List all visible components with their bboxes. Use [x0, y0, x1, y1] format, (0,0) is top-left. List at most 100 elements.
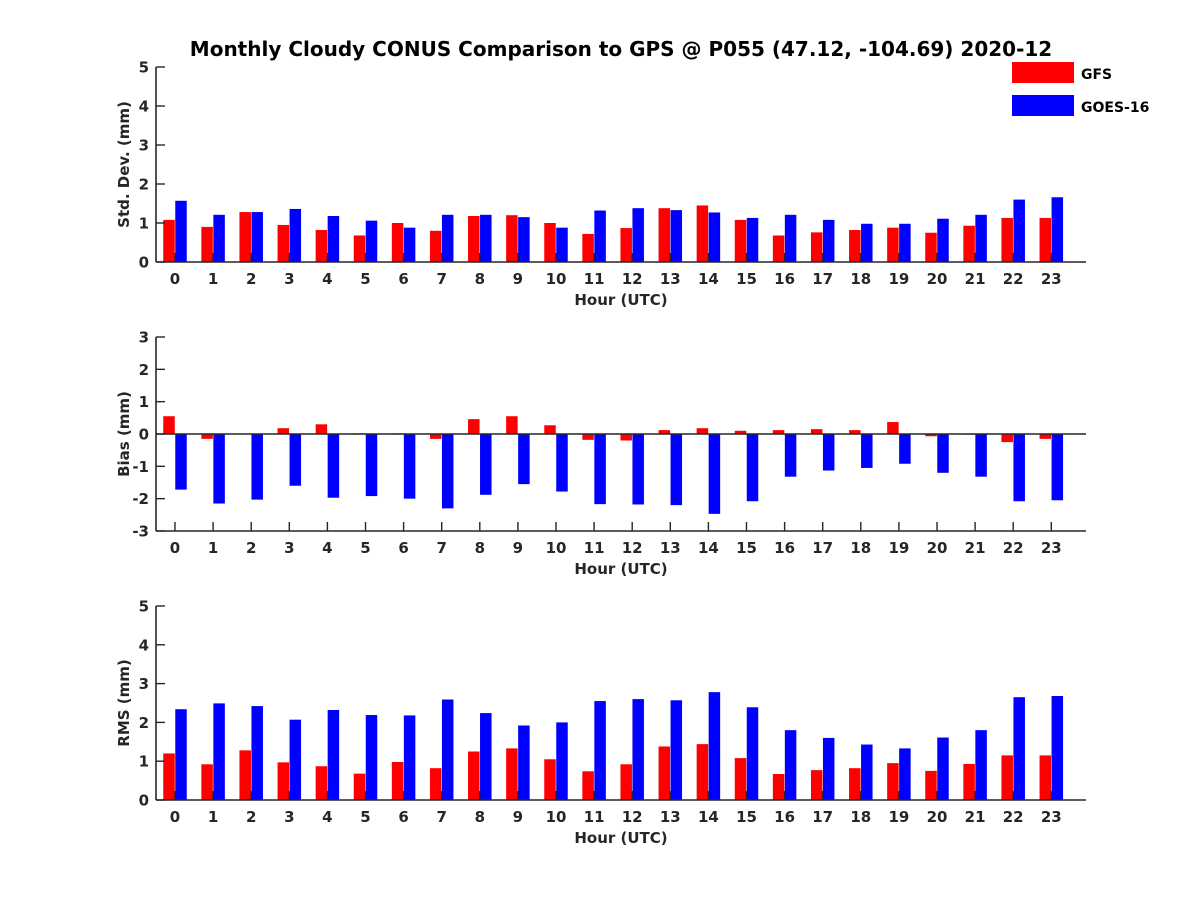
bar-goes16-hour-23	[1051, 434, 1064, 501]
legend: GFS GOES-16	[1012, 62, 1149, 116]
x-tick-label: 2	[246, 270, 256, 288]
x-tick-label: 15	[736, 539, 757, 557]
bar-gfs-hour-4	[315, 230, 328, 262]
bar-goes16-hour-21	[975, 434, 987, 477]
bar-gfs-hour-20	[925, 434, 937, 437]
bar-goes16-hour-17	[822, 219, 835, 262]
x-tick-label: 9	[513, 270, 523, 288]
x-tick-label: 11	[584, 539, 605, 557]
y-axis-label: Bias (mm)	[115, 391, 133, 477]
x-tick-label: 22	[1003, 808, 1024, 826]
bar-gfs-hour-1	[201, 226, 213, 262]
bar-gfs-hour-11	[582, 434, 594, 440]
legend-label-gfs: GFS	[1081, 67, 1112, 83]
y-tick-label: 5	[139, 59, 149, 77]
bar-goes16-hour-6	[403, 227, 416, 262]
bar-goes16-hour-4	[327, 709, 340, 800]
bar-goes16-hour-23	[1051, 696, 1064, 800]
bar-goes16-hour-9	[518, 434, 530, 485]
bar-gfs-hour-19	[887, 422, 899, 434]
bar-goes16-hour-4	[327, 215, 340, 262]
x-tick-label: 22	[1003, 270, 1024, 288]
bar-goes16-hour-22	[1013, 199, 1025, 262]
bar-gfs-hour-18	[849, 430, 861, 434]
bar-goes16-hour-2	[251, 212, 263, 262]
bar-gfs-hour-5	[353, 235, 366, 262]
x-tick-label: 5	[360, 539, 370, 557]
x-tick-label: 13	[660, 270, 681, 288]
bar-goes16-hour-14	[708, 212, 721, 262]
x-tick-label: 12	[622, 270, 643, 288]
legend-swatch-goes16	[1012, 95, 1074, 116]
x-tick-label: 6	[398, 270, 408, 288]
bar-goes16-hour-16	[784, 214, 797, 262]
y-tick-label: 3	[139, 329, 149, 347]
bar-gfs-hour-21	[963, 763, 975, 800]
y-tick-label: 2	[139, 176, 149, 194]
bar-goes16-hour-1	[213, 214, 225, 262]
bar-gfs-hour-23	[1039, 217, 1052, 262]
bar-gfs-hour-17	[810, 429, 823, 434]
bar-goes16-hour-16	[784, 730, 797, 800]
bar-gfs-hour-10	[544, 223, 556, 262]
legend-swatch-gfs	[1012, 62, 1074, 83]
x-tick-label: 23	[1041, 539, 1062, 557]
y-tick-label: 0	[139, 426, 149, 444]
y-tick-label: 0	[139, 254, 149, 272]
bar-goes16-hour-0	[175, 709, 187, 800]
bar-gfs-hour-7	[429, 230, 442, 262]
bar-goes16-hour-23	[1051, 197, 1064, 262]
bar-gfs-hour-8	[468, 751, 480, 800]
x-tick-label: 13	[660, 808, 681, 826]
bar-goes16-hour-10	[556, 227, 568, 262]
x-tick-label: 18	[850, 270, 871, 288]
bar-gfs-hour-22	[1001, 434, 1013, 443]
bar-gfs-hour-14	[696, 428, 709, 434]
bar-goes16-hour-10	[556, 722, 568, 800]
bar-goes16-hour-2	[251, 434, 263, 500]
bar-gfs-hour-18	[849, 768, 861, 800]
y-tick-label: 5	[139, 598, 149, 616]
bar-gfs-hour-4	[315, 424, 328, 434]
bar-gfs-hour-4	[315, 766, 328, 800]
bar-goes16-hour-19	[899, 434, 911, 464]
x-tick-label: 16	[774, 808, 795, 826]
bar-goes16-hour-5	[365, 715, 378, 800]
bar-goes16-hour-12	[632, 434, 644, 505]
bar-goes16-hour-15	[746, 217, 759, 262]
bar-goes16-hour-11	[594, 701, 606, 800]
bar-goes16-hour-3	[289, 719, 302, 800]
y-tick-label: 4	[139, 636, 149, 654]
bar-goes16-hour-7	[441, 434, 454, 509]
bar-goes16-hour-4	[327, 434, 340, 498]
x-tick-label: 11	[584, 270, 605, 288]
y-tick-label: 2	[139, 714, 149, 732]
bar-gfs-hour-10	[544, 759, 556, 800]
bar-goes16-hour-2	[251, 706, 263, 800]
x-tick-label: 7	[436, 539, 446, 557]
x-tick-label: 14	[698, 808, 719, 826]
x-tick-label: 18	[850, 808, 871, 826]
bar-gfs-hour-10	[544, 425, 556, 434]
x-tick-label: 21	[965, 270, 986, 288]
x-tick-label: 10	[546, 270, 567, 288]
x-tick-label: 20	[927, 270, 948, 288]
x-axis-label: Hour (UTC)	[574, 560, 667, 578]
bar-gfs-hour-23	[1039, 434, 1052, 439]
bar-gfs-hour-6	[391, 761, 404, 800]
bar-goes16-hour-9	[518, 725, 530, 800]
bar-gfs-hour-15	[734, 430, 747, 434]
x-tick-label: 19	[888, 539, 909, 557]
x-tick-label: 1	[208, 808, 218, 826]
bar-gfs-hour-19	[887, 763, 899, 800]
bar-gfs-hour-2	[239, 750, 251, 800]
y-tick-label: 1	[139, 215, 149, 233]
y-tick-label: 1	[139, 753, 149, 771]
x-tick-label: 9	[513, 539, 523, 557]
x-tick-label: 15	[736, 270, 757, 288]
x-tick-label: 2	[246, 539, 256, 557]
x-tick-label: 20	[927, 539, 948, 557]
y-tick-label: -3	[132, 523, 149, 541]
y-axis-label: RMS (mm)	[115, 659, 133, 746]
